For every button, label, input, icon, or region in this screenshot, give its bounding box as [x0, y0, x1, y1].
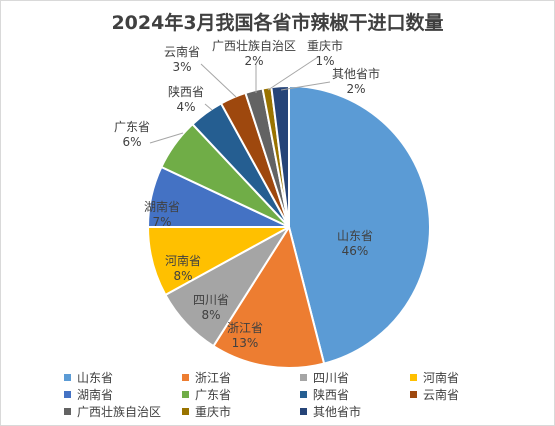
pie-slice — [288, 84, 431, 365]
data-label-percent: 8% — [201, 308, 220, 322]
data-label-percent: 8% — [173, 269, 192, 283]
legend-item: 陕西省 — [300, 386, 410, 402]
legend-swatch — [64, 373, 71, 381]
leader-line — [149, 132, 184, 144]
data-label-percent: 46% — [342, 244, 369, 258]
data-label-category: 四川省 — [193, 293, 229, 307]
data-label-category: 山东省 — [337, 229, 373, 243]
legend-label: 云南省 — [423, 387, 460, 402]
legend-label: 山东省 — [77, 370, 114, 385]
leader-line — [280, 81, 331, 91]
legend-swatch — [300, 390, 307, 398]
legend-swatch — [64, 390, 71, 398]
data-label-percent: 2% — [346, 82, 365, 96]
legend-label: 四川省 — [313, 370, 350, 385]
data-label-category: 陕西省 — [168, 84, 204, 99]
data-label-percent: 3% — [172, 60, 191, 74]
legend: 山东省 浙江省 四川省 河南省湖南省 广东省 陕西省 云南省广西壮族自治区 重庆市 其他省市 — [64, 369, 484, 419]
legend-item: 湖南省 — [64, 386, 182, 402]
legend-label: 重庆市 — [195, 404, 232, 419]
data-label-percent: 7% — [152, 215, 171, 229]
pie-slice — [270, 84, 290, 228]
data-label-category: 浙江省 — [227, 321, 263, 335]
legend-item: 广东省 — [182, 386, 300, 402]
legend-item: 广西壮族自治区 — [64, 403, 182, 419]
legend-item: 河南省 — [410, 369, 500, 385]
data-label-category: 云南省 — [164, 44, 200, 59]
legend-label: 广东省 — [195, 387, 232, 402]
data-label-percent: 6% — [122, 135, 141, 149]
data-label-category: 河南省 — [165, 253, 201, 268]
leader-line — [267, 56, 319, 91]
legend-label: 广西壮族自治区 — [77, 404, 162, 419]
legend-swatch — [182, 407, 189, 415]
data-label-percent: 2% — [244, 54, 263, 68]
data-label-percent: 4% — [176, 100, 195, 114]
data-label-category: 湖南省 — [144, 199, 180, 214]
data-label-category: 重庆市 — [307, 38, 343, 53]
legend-item: 四川省 — [300, 369, 410, 385]
legend-swatch — [182, 373, 189, 381]
leader-line — [204, 103, 213, 111]
legend-swatch — [410, 390, 417, 398]
legend-swatch — [300, 373, 307, 381]
legend-swatch — [64, 407, 71, 415]
legend-item: 云南省 — [410, 386, 500, 402]
chart-title: 2024年3月我国各省市辣椒干进口数量 — [111, 12, 444, 34]
legend-label: 浙江省 — [195, 370, 232, 385]
pie-slice — [212, 224, 326, 369]
legend-label: 湖南省 — [77, 387, 114, 402]
legend-item: 重庆市 — [182, 403, 300, 419]
data-label-percent: 1% — [315, 54, 334, 68]
legend-item: 浙江省 — [182, 369, 300, 385]
legend-label: 陕西省 — [313, 387, 350, 402]
data-label-category: 其他省市 — [332, 66, 380, 81]
legend-item: 山东省 — [64, 369, 182, 385]
legend-swatch — [182, 390, 189, 398]
data-label-category: 广西壮族自治区 — [212, 39, 296, 53]
legend-swatch — [300, 407, 307, 415]
legend-swatch — [410, 373, 417, 381]
legend-label: 其他省市 — [313, 404, 362, 419]
legend-label: 河南省 — [423, 370, 460, 385]
leader-line — [200, 63, 237, 98]
legend-item: 其他省市 — [300, 403, 410, 419]
data-label-category: 广东省 — [114, 120, 150, 134]
data-label-percent: 13% — [232, 336, 259, 350]
